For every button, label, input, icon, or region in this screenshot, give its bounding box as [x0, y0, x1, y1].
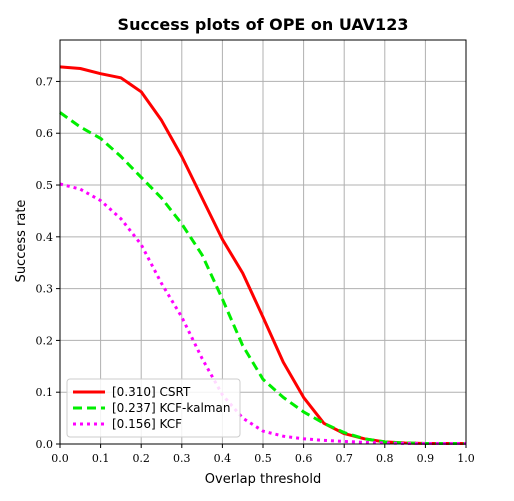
legend-box	[66, 378, 241, 438]
y-tick-label: 0.5	[36, 179, 54, 192]
x-tick-label: 0.3	[173, 452, 191, 465]
y-axis-label: Success rate	[14, 200, 29, 283]
series-line-1	[59, 111, 466, 445]
series-lines	[59, 65, 466, 445]
x-tick-label: 0.5	[254, 452, 272, 465]
y-tick-label: 0.4	[36, 231, 54, 244]
legend-label-2: [0.156] KCF	[112, 417, 182, 431]
chart-title: Success plots of OPE on UAV123	[118, 15, 409, 34]
x-tick-label: 0.8	[376, 452, 394, 465]
x-tick-label: 0.2	[132, 452, 150, 465]
x-axis-label: Overlap threshold	[205, 472, 321, 487]
y-tick-label: 0.1	[36, 386, 54, 399]
y-tick-label: 0.7	[36, 75, 54, 88]
y-tick-label: 0.6	[36, 127, 54, 140]
x-tick-label: 0.0	[51, 452, 69, 465]
x-tick-label: 1.0	[457, 452, 475, 465]
legend: [0.310] CSRT [0.237] KCF-kalman [0.156] KC…	[66, 378, 241, 438]
legend-label-0: [0.310] CSRT	[112, 385, 191, 399]
x-tick-label: 0.1	[92, 452, 110, 465]
legend-label-1: [0.237] KCF-kalman	[112, 401, 230, 415]
x-tick-label: 0.9	[417, 452, 435, 465]
x-tick-label: 0.6	[295, 452, 313, 465]
y-tick-label: 0.0	[36, 438, 54, 451]
series-line-2	[59, 182, 466, 445]
y-tick-label: 0.3	[36, 283, 54, 296]
axis-ticks: 0.0 0.1 0.2 0.3 0.4 0.5 0.6 0.7 0.8 0.9 1.0 0.0 0.1 0…	[36, 75, 475, 465]
x-tick-label: 0.7	[335, 452, 353, 465]
y-tick-label: 0.2	[36, 334, 54, 347]
x-tick-label: 0.4	[214, 452, 232, 465]
